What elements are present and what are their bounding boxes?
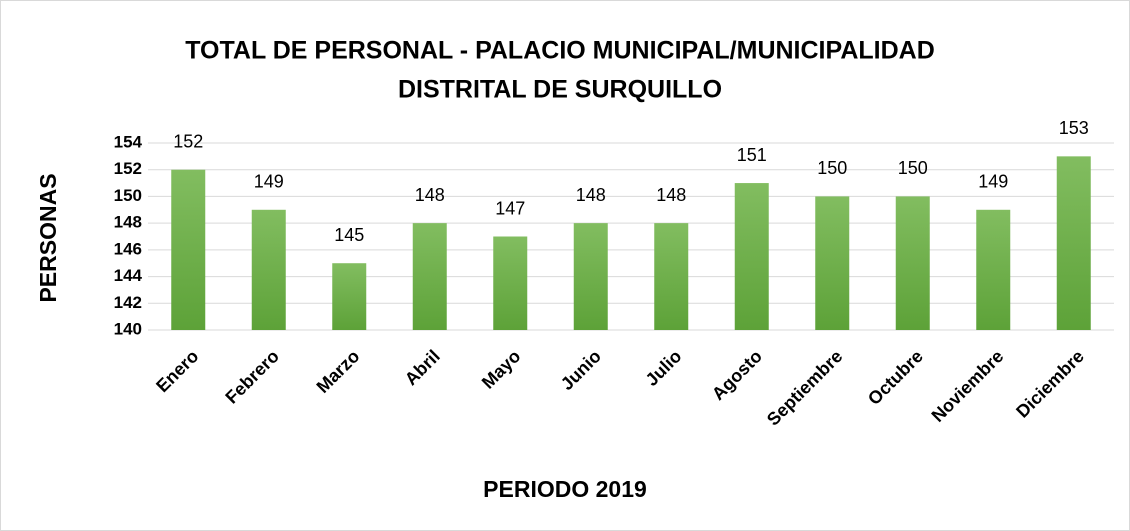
chart-subtitle: DISTRITAL DE SURQUILLO bbox=[398, 76, 722, 104]
y-axis-title: PERSONAS bbox=[35, 173, 61, 302]
y-tick-label: 150 bbox=[114, 186, 142, 205]
data-label: 150 bbox=[898, 158, 928, 178]
x-axis-title: PERIODO 2019 bbox=[483, 476, 647, 502]
data-label: 151 bbox=[737, 145, 767, 165]
data-label: 147 bbox=[495, 198, 525, 218]
bar bbox=[815, 196, 850, 330]
data-label: 153 bbox=[1059, 118, 1089, 138]
bar bbox=[171, 169, 206, 330]
y-tick-label: 142 bbox=[114, 293, 142, 312]
data-label: 150 bbox=[817, 158, 847, 178]
bar bbox=[1056, 156, 1091, 330]
chart-title: TOTAL DE PERSONAL - PALACIO MUNICIPAL/MU… bbox=[185, 37, 935, 65]
y-tick-label: 148 bbox=[114, 213, 142, 232]
bar bbox=[412, 223, 447, 330]
bar bbox=[251, 209, 286, 330]
data-label: 149 bbox=[978, 172, 1008, 192]
bar bbox=[976, 209, 1011, 330]
bar bbox=[493, 236, 528, 330]
y-tick-label: 144 bbox=[114, 266, 143, 285]
bar bbox=[573, 223, 608, 330]
bar bbox=[895, 196, 930, 330]
bar bbox=[332, 263, 367, 330]
data-label: 149 bbox=[254, 172, 284, 192]
data-label: 148 bbox=[576, 185, 606, 205]
data-label: 152 bbox=[173, 131, 203, 151]
data-label: 145 bbox=[334, 225, 364, 245]
data-label: 148 bbox=[415, 185, 445, 205]
data-label: 148 bbox=[656, 185, 686, 205]
y-tick-label: 154 bbox=[114, 132, 143, 151]
y-tick-label: 140 bbox=[114, 319, 142, 338]
y-tick-label: 152 bbox=[114, 159, 142, 178]
y-tick-label: 146 bbox=[114, 239, 142, 258]
bar bbox=[734, 183, 769, 330]
bar bbox=[654, 223, 689, 330]
